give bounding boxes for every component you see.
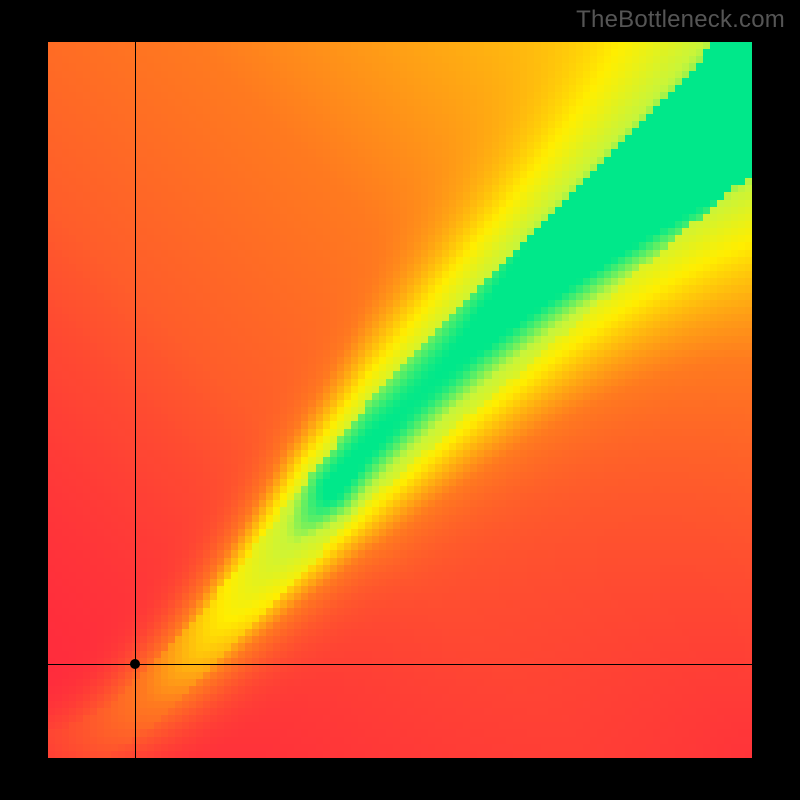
attribution-text: TheBottleneck.com bbox=[576, 6, 785, 34]
crosshair-vertical bbox=[135, 42, 136, 758]
marker-dot bbox=[130, 659, 140, 669]
crosshair-horizontal bbox=[48, 664, 752, 665]
chart-frame: TheBottleneck.com bbox=[0, 0, 800, 800]
heatmap-canvas bbox=[48, 42, 752, 758]
heatmap-plot bbox=[48, 42, 752, 758]
